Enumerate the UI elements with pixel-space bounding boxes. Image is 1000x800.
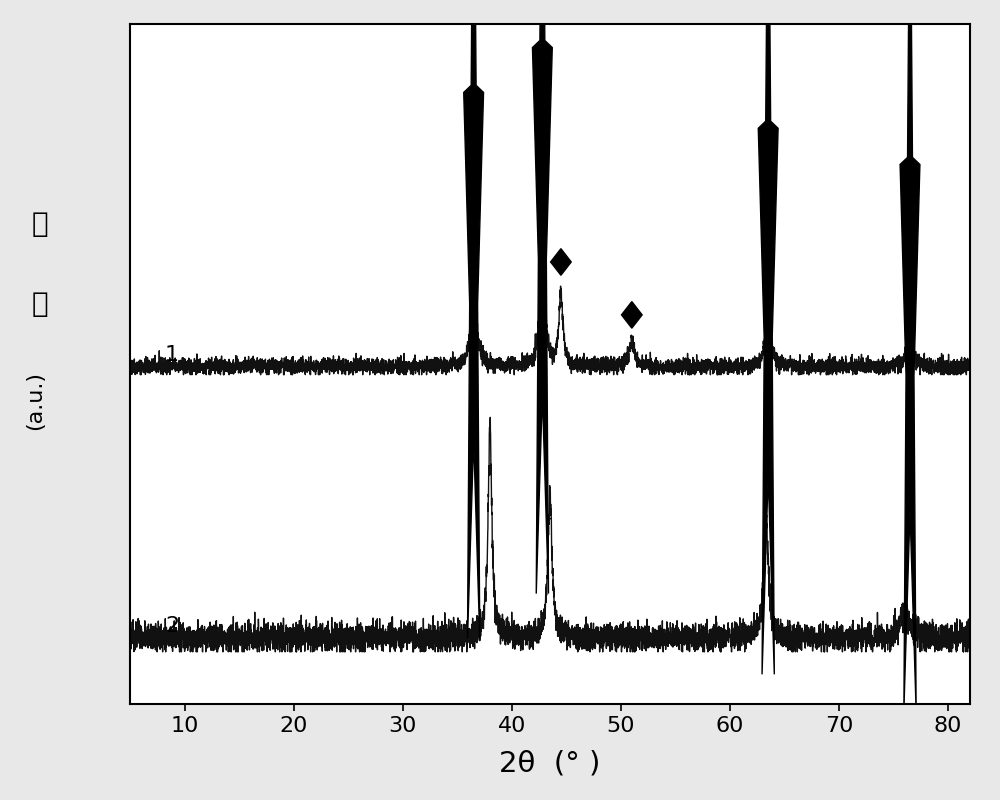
Polygon shape bbox=[758, 0, 778, 674]
Polygon shape bbox=[900, 0, 920, 710]
Text: 1: 1 bbox=[165, 346, 179, 366]
Text: 2: 2 bbox=[165, 617, 179, 637]
Text: (a.u.): (a.u.) bbox=[25, 370, 45, 430]
Polygon shape bbox=[551, 249, 571, 275]
Text: 度: 度 bbox=[32, 290, 48, 318]
Polygon shape bbox=[464, 0, 484, 638]
Polygon shape bbox=[621, 302, 642, 328]
Text: 强: 强 bbox=[32, 210, 48, 238]
Polygon shape bbox=[532, 0, 552, 594]
X-axis label: 2θ  (° ): 2θ (° ) bbox=[499, 750, 601, 778]
